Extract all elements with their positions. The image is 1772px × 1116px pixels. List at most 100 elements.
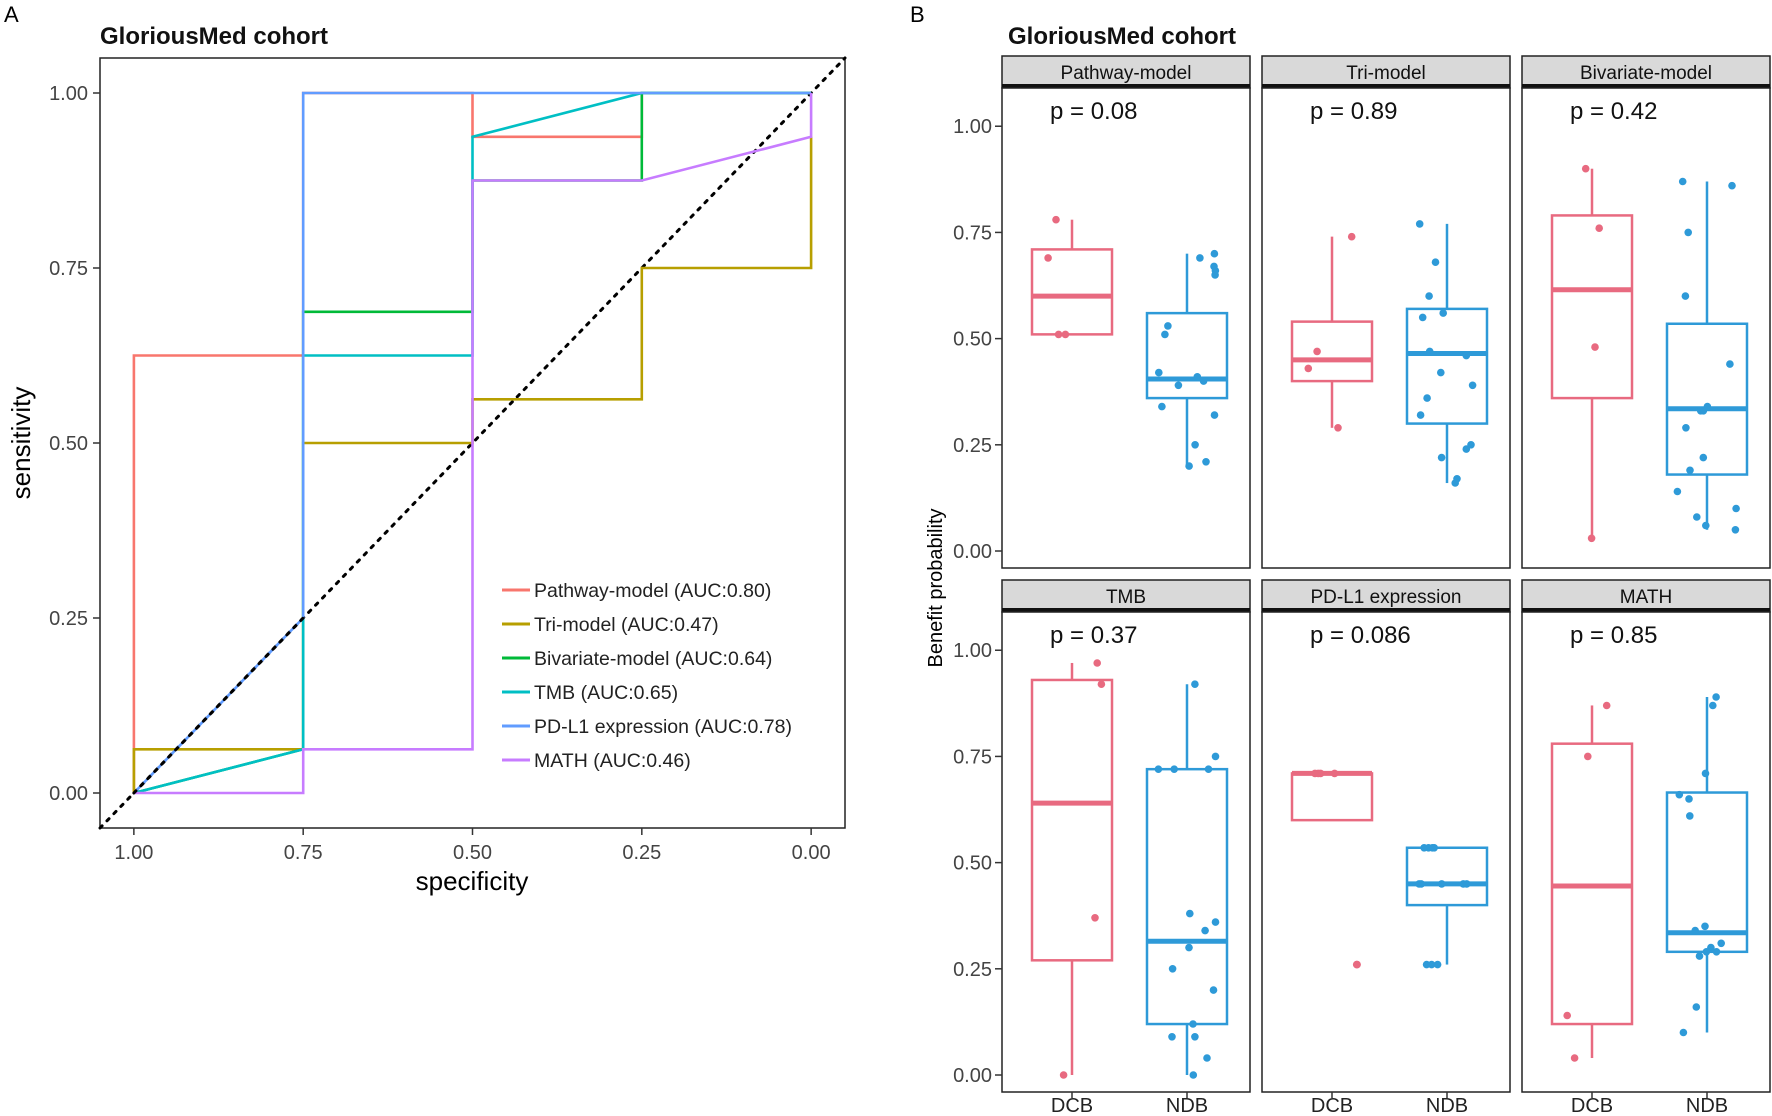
box-data-point <box>1685 795 1693 803</box>
box-data-point <box>1717 939 1725 948</box>
box-data-point <box>1418 313 1427 322</box>
box-y-axis-label: Benefit probability <box>925 509 947 668</box>
box-data-point <box>1570 1054 1579 1062</box>
box-data-point <box>1204 765 1213 773</box>
box-data-point <box>1678 177 1687 186</box>
box-data-point <box>1679 1028 1688 1037</box>
box-data-point <box>1684 228 1692 237</box>
box-data-point <box>1097 680 1106 688</box>
box-data-point <box>1712 948 1721 956</box>
box-body <box>1145 311 1229 400</box>
box-data-point <box>1191 680 1199 688</box>
box-x-tick-label: DCB <box>1571 1095 1613 1116</box>
box-data-point <box>1209 986 1218 994</box>
box-facets: Pathway-model 0.00 0.25 0.50 0.75 1.00 p = 0.0… <box>953 55 1771 1116</box>
box-y-tick-label: 1.00 <box>953 116 992 138</box>
box-data-point <box>1731 526 1740 534</box>
box-data-point <box>1433 960 1442 969</box>
roc-y-tick-label: 0.75 <box>49 258 88 280</box>
panel-a-title: GloriousMed cohort <box>100 23 328 50</box>
roc-x-axis: 1.00 0.75 0.50 0.25 0.00 <box>114 828 831 864</box>
roc-legend-label: MATH (AUC:0.46) <box>534 750 691 772</box>
facet-strip-label: Pathway-model <box>1061 63 1192 84</box>
box-data-point <box>1673 487 1682 496</box>
box-data-point <box>1093 659 1101 667</box>
panel-b-title: GloriousMed cohort <box>1008 23 1236 50</box>
box-data-point <box>1425 347 1434 356</box>
facet-panel-frame <box>1001 87 1251 569</box>
box-y-tick-label: 0.00 <box>953 1065 992 1087</box>
box-data-point <box>1581 164 1590 173</box>
roc-y-axis-label: sensitivity <box>6 387 36 500</box>
box-data-point <box>1211 918 1220 926</box>
box-data-point <box>1682 424 1690 432</box>
box-data-point <box>1158 402 1166 411</box>
box-y-tick-label: 1.00 <box>953 640 992 662</box>
facet-p-value: p = 0.85 <box>1570 622 1657 649</box>
box-data-point <box>1462 351 1471 360</box>
facet-p-value: p = 0.89 <box>1310 98 1397 125</box>
box-y-tick-label: 0.50 <box>953 329 992 351</box>
box-data-point <box>1174 381 1183 390</box>
box-data-point <box>1211 752 1220 761</box>
facet-panel-frame <box>1521 87 1771 569</box>
facet-strip-label: Bivariate-model <box>1580 63 1712 84</box>
box-data-point <box>1353 960 1361 969</box>
box-body <box>1550 214 1634 400</box>
facet-panel-frame <box>1261 87 1511 569</box>
facet-p-value: p = 0.42 <box>1570 98 1657 125</box>
roc-legend-label: Pathway-model (AUC:0.80) <box>534 580 771 602</box>
box-data-point <box>1437 880 1446 888</box>
box-data-point <box>1061 330 1070 339</box>
box-data-point <box>1415 220 1424 228</box>
box-data-point <box>1425 292 1433 300</box>
facet-pathway-model: Pathway-model 0.00 0.25 0.50 0.75 1.00 p = 0.0… <box>953 55 1251 569</box>
box-data-point <box>1693 513 1701 521</box>
roc-x-tick-label: 0.75 <box>284 842 323 864</box>
box-data-point <box>1702 948 1711 956</box>
roc-x-tick-label: 0.50 <box>453 842 492 864</box>
box-data-point <box>1602 701 1611 710</box>
roc-legend-label: PD-L1 expression (AUC:0.78) <box>534 716 792 738</box>
roc-series-line <box>133 93 813 795</box>
box-data-point <box>1587 534 1596 543</box>
box-data-point <box>1468 381 1477 390</box>
box-data-point <box>1196 254 1204 262</box>
box-data-point <box>1164 322 1172 330</box>
box-data-point <box>1186 909 1194 918</box>
facet-p-value: p = 0.08 <box>1050 98 1137 125</box>
box-data-point <box>1210 411 1219 419</box>
box-data-point <box>1170 765 1178 773</box>
roc-reference-overlay <box>132 616 305 795</box>
box-x-tick-label: NDB <box>1426 1095 1468 1116</box>
roc-legend: Pathway-model (AUC:0.80) Tri-model (AUC:0… <box>502 580 792 772</box>
facet-p-value: p = 0.37 <box>1050 622 1137 649</box>
box-data-point <box>1313 347 1321 356</box>
box-data-point <box>1451 479 1459 487</box>
box-data-point <box>1709 701 1717 710</box>
box-data-point <box>1211 271 1219 279</box>
facet-strip-label: PD-L1 expression <box>1310 587 1461 608</box>
box-data-point <box>1316 769 1325 778</box>
facet-strip <box>1261 55 1511 89</box>
roc-y-tick-label: 0.50 <box>49 433 88 455</box>
box-data-point <box>1439 309 1447 317</box>
box-data-point <box>1415 880 1423 888</box>
box-data-point <box>1462 880 1471 888</box>
box-data-point <box>1091 914 1099 922</box>
facet-bivariate-model: Bivariate-model p = 0.42 <box>1521 55 1771 569</box>
box-data-point <box>1686 812 1694 820</box>
facet-pd-l1-expression: PD-L1 expression p = 0.086 DCB NDB <box>1261 579 1511 1116</box>
box-data-point <box>1686 466 1694 475</box>
box-data-point <box>1054 330 1063 339</box>
box-data-point <box>1726 360 1734 368</box>
box-x-tick-label: NDB <box>1686 1095 1728 1116</box>
box-data-point <box>1155 368 1163 377</box>
box-data-point <box>1189 1071 1198 1079</box>
box-data-point <box>1584 752 1592 761</box>
box-data-point <box>1428 844 1437 852</box>
box-y-tick-label: 0.25 <box>953 959 992 981</box>
box-data-point <box>1431 258 1440 267</box>
box-y-tick-label: 0.25 <box>953 435 992 457</box>
